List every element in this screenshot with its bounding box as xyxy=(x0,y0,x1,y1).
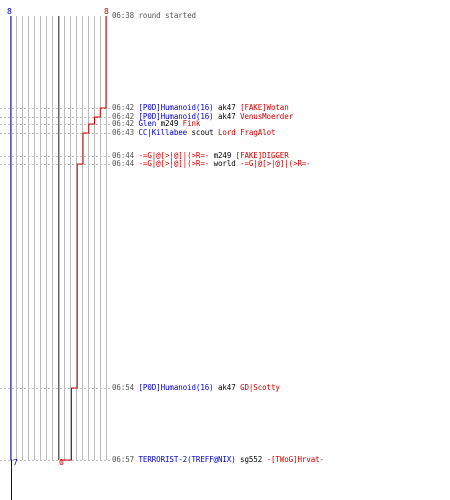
log-entry: 06:44 -=G|@[>|@]|(>R=- world -=G|@[>|@]|… xyxy=(112,159,311,168)
log-time: 06:42 xyxy=(112,112,139,121)
log-text: m249 xyxy=(156,119,183,128)
log-text: ak47 xyxy=(213,103,241,112)
log-text: TERRORIST-2(TREFF@NIX) xyxy=(138,455,236,464)
log-text: Fink xyxy=(182,119,201,128)
log-text: [P0D]Humanoid(16) xyxy=(138,112,214,121)
log-text: Glen xyxy=(138,119,157,128)
log-entry: 06:44 -=G|@[>|@]|(>R=- m249 [FAKE]DIGGER xyxy=(112,151,289,160)
log-text: -=G|@[>|@]|(>R=- xyxy=(240,159,311,168)
log-time: 06:44 xyxy=(112,151,139,160)
blue-bottom-score: 7 xyxy=(13,458,18,467)
log-text: -=G|@[>|@]|(>R=- xyxy=(138,151,210,160)
log-entry: 06:57 TERRORIST-2(TREFF@NIX) sg552 -[TWo… xyxy=(112,455,324,464)
red-bottom-score: 0 xyxy=(59,458,64,467)
log-entry: 06:54 [P0D]Humanoid(16) ak47 GD|Scotty xyxy=(112,383,280,392)
log-text: Lord FragAlot xyxy=(218,128,276,137)
log-entry: 06:42 [P0D]Humanoid(16) ak47 VenusMoerde… xyxy=(112,112,293,121)
log-text: [FAKE]Wotan xyxy=(240,103,289,112)
log-text: [P0D]Humanoid(16) xyxy=(138,103,214,112)
players-alive-chart xyxy=(0,16,112,500)
log-entry: 06:42 [P0D]Humanoid(16) ak47 [FAKE]Wotan xyxy=(112,103,289,112)
log-time: 06:57 xyxy=(112,455,139,464)
log-text: GD|Scotty xyxy=(240,383,280,392)
log-text: ak47 xyxy=(213,112,241,121)
log-text: scout xyxy=(187,128,218,137)
log-text: ak47 xyxy=(213,383,241,392)
blue-team-alive-line xyxy=(10,16,12,500)
log-text: m249 xyxy=(209,151,236,160)
log-text: [P0D]Humanoid(16) xyxy=(138,383,214,392)
log-time: 06:38 xyxy=(112,11,139,20)
log-text: CC|Killabee xyxy=(138,128,188,137)
log-time: 06:54 xyxy=(112,383,139,392)
log-text: VenusMoerder xyxy=(240,112,294,121)
log-time: 06:43 xyxy=(112,128,139,137)
log-text: sg552 xyxy=(235,455,267,464)
log-time: 06:42 xyxy=(112,103,139,112)
log-entry: 06:42 Glen m249 Fink xyxy=(112,119,200,128)
log-text: -=G|@[>|@]|(>R=- xyxy=(138,159,210,168)
log-text: world xyxy=(209,159,241,168)
log-time: 06:42 xyxy=(112,119,139,128)
red-team-alive-line xyxy=(60,16,107,461)
log-time: 06:44 xyxy=(112,159,139,168)
log-text: -[TWoG]Hrvat- xyxy=(266,455,325,464)
log-text: round started xyxy=(138,11,197,20)
red-top-score: 8 xyxy=(104,7,109,16)
log-entry: 06:38 round started xyxy=(112,11,196,20)
log-entry: 06:43 CC|Killabee scout Lord FragAlot xyxy=(112,128,276,137)
log-text: [FAKE]DIGGER xyxy=(235,151,289,160)
blue-top-score: 8 xyxy=(7,7,12,16)
